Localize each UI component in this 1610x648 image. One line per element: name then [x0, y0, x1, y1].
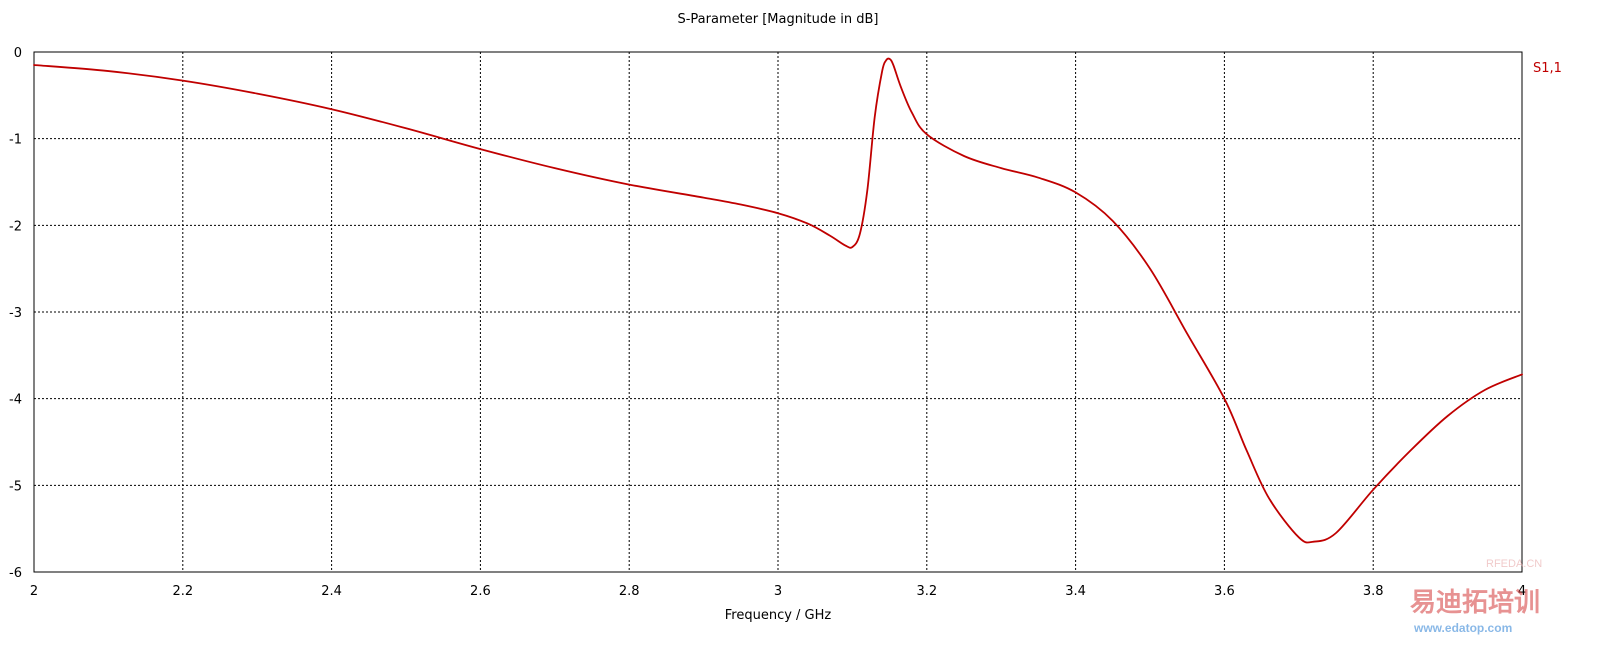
x-tick-label: 3.4 [1065, 584, 1086, 599]
x-tick-label: 2.2 [172, 584, 193, 599]
x-tick-label: 4 [1518, 584, 1526, 599]
y-tick-label: -6 [9, 566, 22, 581]
x-axis: 2 2.2 2.4 2.6 2.8 3 3.2 3.4 3.6 3.8 4 [30, 584, 1526, 599]
legend-entry: S1,1 [1533, 61, 1562, 76]
x-tick-label: 3.6 [1214, 584, 1235, 599]
y-axis: 0 -1 -2 -3 -4 -5 -6 [9, 46, 22, 581]
x-axis-label: Frequency / GHz [725, 608, 832, 623]
x-tick-label: 2 [30, 584, 38, 599]
watermark-brand: RFEDA.CN [1486, 558, 1542, 570]
x-tick-label: 2.4 [321, 584, 342, 599]
y-tick-label: -1 [9, 133, 22, 148]
y-tick-label: -5 [9, 479, 22, 494]
watermark: RFEDA.CN 易迪拓培训 www.edatop.com [1410, 558, 1542, 635]
x-tick-label: 2.6 [470, 584, 491, 599]
y-tick-label: 0 [14, 46, 22, 61]
series-line-s11 [33, 57, 1523, 544]
chart-title: S-Parameter [Magnitude in dB] [677, 12, 878, 27]
x-tick-label: 3.2 [916, 584, 937, 599]
grid [34, 52, 1522, 572]
legend: S1,1 [1533, 61, 1562, 76]
watermark-logo: 易迪拓培训 [1410, 588, 1540, 618]
y-tick-label: -2 [9, 219, 22, 234]
x-tick-label: 3 [774, 584, 782, 599]
plot-frame [33, 51, 1523, 573]
y-tick-label: -4 [9, 393, 22, 408]
y-tick-label: -3 [9, 306, 22, 321]
watermark-site: www.edatop.com [1413, 621, 1512, 635]
series-group [33, 57, 1523, 544]
x-tick-label: 2.8 [619, 584, 640, 599]
x-tick-label: 3.8 [1363, 584, 1384, 599]
